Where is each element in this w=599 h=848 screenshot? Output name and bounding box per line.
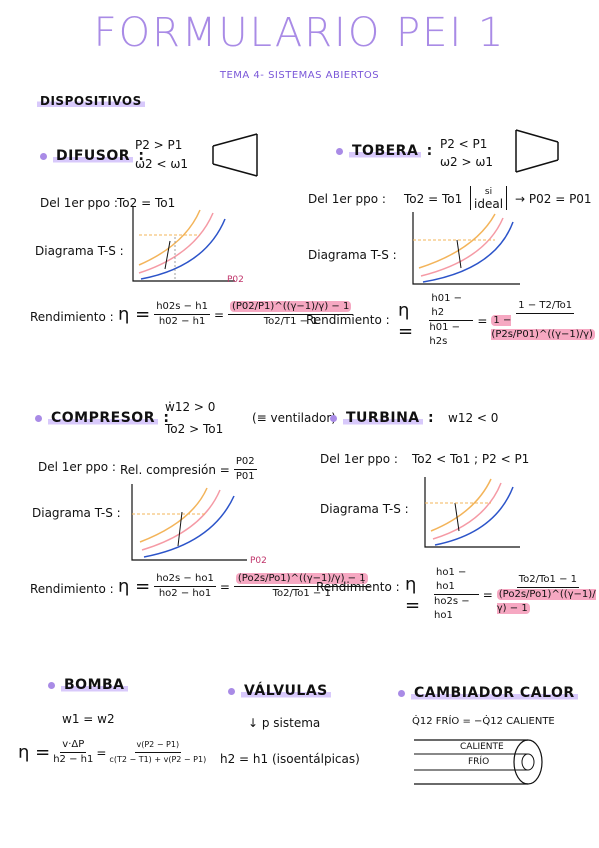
compresor-rend-formula: η = ho2s − ho1 ho2 − ho1 = (Po2s/Po1)^((γ…	[118, 572, 370, 601]
compresor-heading: COMPRESOR :	[35, 410, 169, 426]
bomba-eq1: w1 = w2	[62, 712, 115, 726]
difusor-cond1: P2 > P1	[135, 138, 183, 152]
turbina-rend-label: Rendimiento :	[316, 580, 400, 594]
difusor-diagram-label: Diagrama T-S :	[35, 244, 124, 258]
turbina-cond1: w12 < 0	[448, 411, 499, 425]
tobera-heading: TOBERA :	[336, 143, 433, 159]
compresor-rend-label: Rendimiento :	[30, 582, 114, 596]
tobera-shape-icon	[515, 129, 559, 173]
difusor-ts-diagram	[132, 207, 235, 282]
turbina-ppo-label: Del 1er ppo :	[320, 452, 398, 466]
page-title: FORMULARIO PEI 1	[93, 10, 506, 56]
bullet-icon	[336, 147, 343, 155]
turbina-diagram-label: Diagrama T-S :	[320, 502, 409, 516]
tobera-cond2: ω2 > ω1	[440, 155, 494, 169]
difusor-heading: DIFUSOR :	[40, 148, 145, 164]
tobera-ppo-label: Del 1er ppo :	[308, 192, 386, 206]
bullet-icon	[40, 152, 47, 160]
compresor-ppo-eq: Rel. compresión = P02 P01	[120, 456, 257, 482]
heat-exchanger-diagram	[414, 739, 543, 785]
cambiador-hot-label: CALIENTE	[460, 742, 504, 752]
tobera-rend-label: Rendimiento :	[306, 313, 390, 327]
difusor-shape-icon	[212, 133, 258, 177]
valvulas-eq: h2 = h1 (isoentálpicas)	[220, 752, 360, 766]
compresor-cond1: ẇ12 > 0	[165, 400, 216, 414]
tobera-diagram-label: Diagrama T-S :	[308, 248, 397, 262]
turbina-heading: TURBINA :	[330, 410, 434, 426]
bullet-icon	[398, 689, 405, 697]
valvulas-heading: VÁLVULAS	[228, 683, 331, 699]
difusor-ppo-label: Del 1er ppo :	[40, 196, 118, 210]
compresor-diagram-label: Diagrama T-S :	[32, 506, 121, 520]
compresor-p02-label: P02	[250, 556, 267, 566]
turbina-ppo-eq: To2 < To1 ; P2 < P1	[412, 452, 530, 466]
difusor-rend-formula: η = h02s − h1 h02 − h1 = (P02/P1)^((γ−1)/…	[118, 300, 354, 329]
bomba-heading: BOMBA	[48, 677, 128, 693]
turbina-ts-diagram	[424, 477, 520, 548]
bullet-icon	[35, 414, 42, 422]
tobera-ppo-eq: To2 = To1	[404, 192, 463, 206]
difusor-cond2: ω2 < ω1	[135, 157, 189, 171]
turbina-rend-formula: η = ho1 − ho1 ho2s − ho1 = To2/To1 − 1 (Po…	[405, 567, 596, 621]
compresor-cond2: To2 > To1	[165, 422, 224, 436]
compresor-ts-diagram	[131, 484, 247, 561]
difusor-p02-label: P02	[227, 275, 244, 285]
page-subtitle: TEMA 4- SISTEMAS ABIERTOS	[219, 70, 380, 81]
compresor-ppo-label: Del 1er ppo :	[38, 460, 116, 474]
section-dispositivos: DISPOSITIVOS	[37, 94, 145, 108]
cambiador-heading: CAMBIADOR CALOR	[398, 685, 578, 701]
difusor-rend-label: Rendimiento :	[30, 310, 114, 324]
compresor-cond-note: (≡ ventilador)	[252, 411, 336, 425]
bullet-icon	[48, 681, 55, 689]
difusor-ppo-eq: To2 = To1	[117, 196, 176, 210]
valvulas-note: ↓ p sistema	[248, 716, 321, 730]
tobera-ts-diagram	[412, 212, 520, 285]
tobera-cond1: P2 < P1	[440, 137, 488, 151]
bomba-rend-formula: η = v·ΔP h2 − h1 = v(P2 − P1) c(T2 − T1) +…	[18, 739, 207, 765]
cambiador-eq: Q̇12 FRÍO = −Q̇12 CALIENTE	[412, 716, 555, 727]
cambiador-cold-label: FRÍO	[468, 757, 490, 767]
bullet-icon	[330, 414, 337, 422]
tobera-rend-formula: η = h01 − h2 h01 − h2s = 1 − T2/To1 1 − (P…	[398, 293, 595, 347]
bullet-icon	[228, 687, 235, 695]
tobera-ppo-eq2: → P02 = P01	[515, 192, 592, 206]
tobera-ideal-note: si ideal	[470, 186, 508, 210]
